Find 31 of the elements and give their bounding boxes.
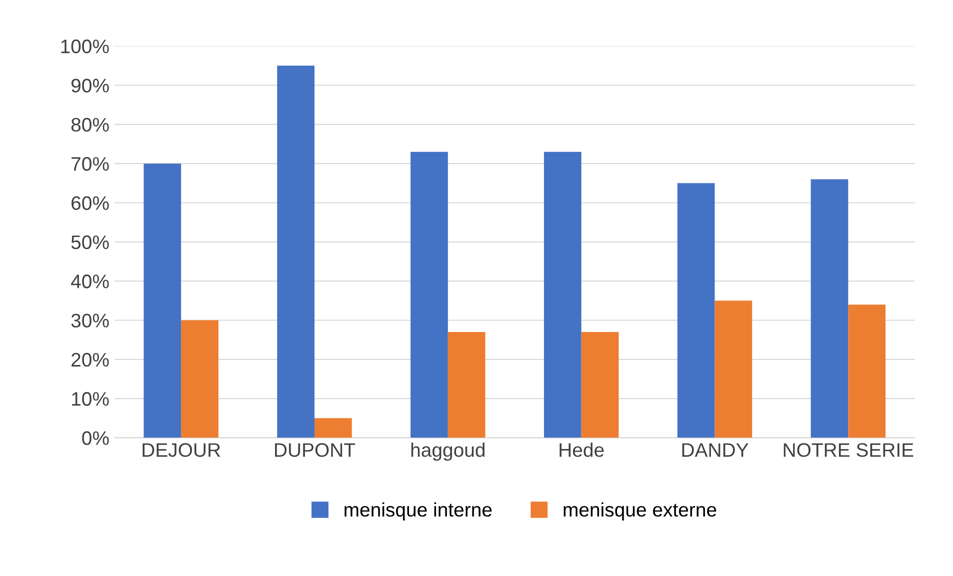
legend-label: menisque interne (344, 502, 492, 520)
bar (448, 332, 486, 438)
bar (314, 418, 352, 438)
y-tick-label: 20% (72, 352, 109, 367)
y-tick-label: 10% (72, 392, 109, 406)
y-tick-label: 60% (72, 196, 109, 210)
y-tick-label: 0% (82, 431, 109, 445)
y-tick-label: 90% (71, 78, 109, 92)
x-tick-label: Hede (560, 442, 604, 457)
bar (410, 152, 448, 438)
y-tick-label: 100% (61, 40, 109, 54)
bar (581, 332, 619, 438)
bar (848, 304, 886, 438)
x-tick-label: NOTRE SERIE (784, 443, 914, 457)
bar (544, 152, 582, 438)
x-tick-label: DUPONT (275, 443, 356, 457)
bar (810, 179, 848, 438)
legend-label: menisque externe (564, 502, 716, 520)
bar (277, 66, 314, 438)
x-tick-label: DEJOUR (142, 443, 220, 457)
y-tick-label: 30% (71, 314, 109, 328)
y-tick-label: 70% (72, 157, 109, 171)
bar (144, 164, 182, 438)
x-tick-label: DANDY (682, 443, 748, 457)
bar (714, 300, 752, 438)
y-tick-label: 80% (71, 118, 109, 132)
y-tick-label: 50% (71, 235, 109, 250)
bar (677, 183, 715, 438)
bar (181, 320, 218, 438)
y-tick-label: 40% (71, 274, 109, 288)
x-tick-label: haggoud (411, 442, 485, 461)
